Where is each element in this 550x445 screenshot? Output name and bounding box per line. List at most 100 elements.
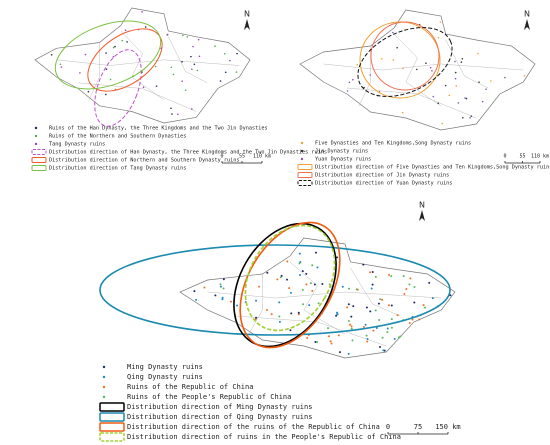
ruin-point — [454, 60, 456, 63]
ruin-point — [279, 276, 282, 279]
ruin-point — [221, 298, 224, 301]
ruin-point — [190, 55, 192, 58]
ruin-point — [327, 335, 330, 338]
ruin-point — [369, 271, 372, 274]
county-boundary — [358, 46, 371, 107]
ruin-point — [348, 287, 351, 290]
legend-point — [34, 134, 38, 138]
county-boundary — [248, 274, 263, 335]
ruin-point — [439, 21, 442, 23]
legend-ellipse-swatch — [99, 412, 125, 422]
province-outline — [34, 7, 251, 124]
ruin-point — [219, 285, 222, 288]
ruin-point — [171, 113, 173, 115]
legend-ellipse-swatch — [297, 164, 313, 170]
ruin-point — [198, 55, 201, 58]
ruin-point — [429, 66, 432, 69]
distribution-ellipse — [370, 21, 440, 91]
ruin-point — [170, 66, 173, 69]
ruin-point — [190, 108, 193, 110]
ruin-point — [378, 318, 381, 321]
county-boundary — [445, 39, 489, 89]
legend-ellipse-swatch — [31, 165, 47, 171]
ruin-point — [350, 325, 353, 328]
ruin-point — [112, 46, 115, 49]
county-boundary — [350, 267, 401, 317]
ruin-point — [408, 321, 411, 324]
ruin-point — [341, 285, 344, 288]
ruin-point — [386, 331, 389, 334]
ruin-point — [313, 283, 316, 286]
legend-point — [102, 385, 106, 389]
legend-point — [102, 395, 106, 399]
distribution-ellipse — [99, 244, 451, 336]
ruin-point — [390, 318, 393, 321]
map-panel: Ming Dynasty ruins Qing Dynasty ruins Ruin… — [99, 201, 461, 442]
ruin-point — [266, 271, 269, 274]
ruin-point — [387, 304, 390, 307]
ruin-point — [347, 303, 350, 306]
ruin-point — [309, 282, 312, 285]
ruin-point — [470, 115, 473, 117]
ruin-point — [298, 252, 301, 255]
legend-point — [102, 365, 106, 369]
ruin-point — [381, 298, 384, 301]
ruin-point — [382, 349, 385, 352]
ruin-point — [219, 80, 222, 82]
legend-ellipse-swatch — [99, 422, 125, 432]
ruin-point — [316, 266, 319, 269]
ruin-point — [381, 336, 384, 339]
ruin-point — [348, 81, 351, 84]
ruin-point — [413, 301, 416, 304]
ruin-point — [444, 84, 447, 87]
legend-label: Ming Dynasty ruins — [127, 363, 203, 371]
province-outline — [179, 237, 456, 359]
ruin-point — [366, 337, 369, 340]
ruin-point — [448, 94, 451, 97]
ruin-point — [363, 86, 365, 89]
ruin-point — [87, 90, 90, 93]
legend-label: Distribution direction of Han Dynasty, t… — [49, 150, 327, 156]
ruin-point — [371, 271, 374, 274]
ruin-point — [50, 53, 53, 56]
ruin-point — [380, 58, 383, 60]
ruin-point — [196, 69, 199, 72]
ruin-point — [485, 88, 487, 90]
ruin-point — [193, 290, 196, 293]
ruin-point — [523, 74, 526, 77]
scale-label: 0 — [503, 154, 506, 160]
ruin-point — [352, 78, 354, 81]
ruin-point — [141, 10, 143, 13]
ruin-point — [409, 277, 412, 280]
scale-label: 75 — [414, 423, 422, 431]
ruin-point — [305, 283, 308, 286]
ruin-point — [489, 80, 492, 82]
ruin-point — [392, 31, 394, 34]
ruin-point — [79, 72, 81, 74]
ruin-point — [365, 334, 368, 337]
ruin-point — [462, 116, 464, 119]
ruin-point — [346, 90, 349, 92]
legend-point — [300, 141, 304, 145]
legend-label: Ruins of the Han Dynasty, the Three King… — [49, 126, 268, 132]
ruin-point — [278, 301, 281, 304]
ruin-point — [177, 113, 179, 116]
ruin-point — [337, 334, 340, 337]
legend-label: Ruins of the Republic of China — [127, 383, 253, 391]
ruin-point — [405, 287, 408, 290]
ruin-point — [258, 285, 261, 288]
ruin-point — [327, 327, 330, 330]
scale-label: 150 km — [435, 423, 460, 431]
legend-label: Distribution direction of Yuan Dynasty r… — [315, 181, 452, 187]
north-label: N — [419, 201, 425, 210]
ruin-point — [464, 97, 466, 99]
ruin-point — [366, 340, 369, 343]
ruin-point — [330, 342, 333, 345]
distribution-ellipse — [94, 49, 142, 127]
ruin-point — [155, 85, 158, 87]
ruin-point — [84, 53, 87, 56]
distribution-ellipse — [244, 224, 336, 332]
legend-label: Distribution direction of Tang Dynasty r… — [49, 166, 186, 172]
north-arrow — [419, 210, 425, 221]
ruin-point — [224, 71, 227, 74]
